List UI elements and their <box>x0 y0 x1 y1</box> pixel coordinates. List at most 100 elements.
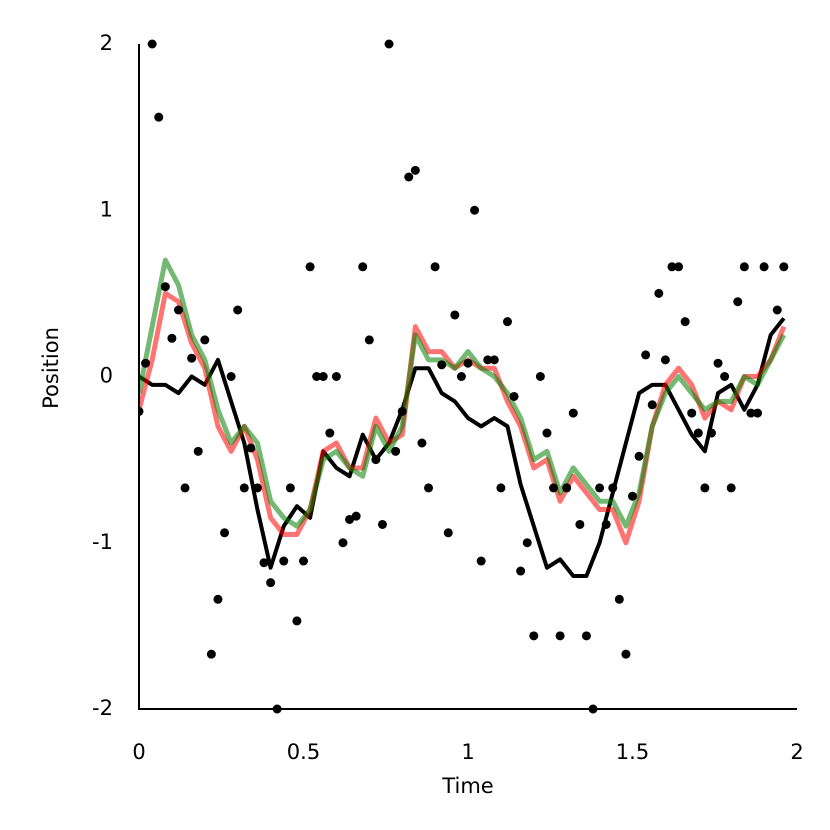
point <box>667 262 677 272</box>
point <box>641 350 651 360</box>
point <box>404 172 414 182</box>
point <box>779 262 789 272</box>
point <box>700 483 710 493</box>
x-axis-label: Time <box>441 774 493 798</box>
point <box>456 372 466 381</box>
point <box>371 455 381 465</box>
point <box>391 446 401 456</box>
point <box>759 262 769 272</box>
line <box>139 317 786 578</box>
point <box>173 305 183 315</box>
point <box>647 400 657 410</box>
point <box>351 511 361 521</box>
point <box>549 483 559 493</box>
point <box>529 631 539 641</box>
point <box>167 333 177 343</box>
point <box>483 355 493 365</box>
point <box>575 519 585 529</box>
point <box>674 262 684 272</box>
point <box>628 491 637 501</box>
point <box>706 428 716 438</box>
point <box>338 538 348 548</box>
y-tick-label: -1 <box>92 530 113 554</box>
point <box>292 616 302 626</box>
point <box>141 358 151 368</box>
point <box>397 406 407 416</box>
point <box>139 406 144 416</box>
point <box>450 310 460 320</box>
point <box>608 483 618 493</box>
x-tick-label: 0.5 <box>287 740 320 764</box>
y-tick-label: 2 <box>100 31 113 55</box>
point <box>318 372 328 381</box>
y-axis-label: Position <box>39 327 63 409</box>
y-tick-label: 0 <box>100 364 113 388</box>
point <box>733 297 743 307</box>
point <box>680 317 690 327</box>
point <box>496 483 506 493</box>
point <box>568 408 578 418</box>
point <box>713 358 723 368</box>
point <box>299 556 308 566</box>
point <box>470 205 480 215</box>
point <box>213 594 223 604</box>
point <box>358 262 368 272</box>
point <box>687 408 697 418</box>
point <box>601 519 611 529</box>
point <box>437 360 447 370</box>
point <box>193 446 203 456</box>
x-tick-label: 2 <box>790 740 803 764</box>
point <box>595 483 605 493</box>
point <box>239 483 249 493</box>
point <box>555 631 565 641</box>
point <box>614 594 624 604</box>
point <box>660 355 670 365</box>
point <box>516 566 526 576</box>
point <box>424 483 434 493</box>
point <box>522 538 532 548</box>
y-tick-label: 1 <box>100 197 113 221</box>
point <box>746 408 756 418</box>
point <box>502 317 512 327</box>
point <box>634 451 644 461</box>
point <box>220 528 230 538</box>
point <box>187 353 197 363</box>
point <box>753 408 763 418</box>
point <box>562 483 572 493</box>
y-tick-label: -2 <box>92 696 113 720</box>
point <box>200 335 210 345</box>
point <box>279 556 289 566</box>
point <box>476 556 486 566</box>
point <box>654 288 664 298</box>
point <box>266 578 276 588</box>
point <box>581 631 591 641</box>
point <box>206 649 216 659</box>
plot-area <box>139 39 789 714</box>
point <box>772 305 782 315</box>
point <box>443 528 453 538</box>
point <box>160 282 170 292</box>
point <box>509 391 519 401</box>
point <box>720 372 730 381</box>
point <box>233 305 243 315</box>
point <box>377 519 387 529</box>
x-tick-label: 0 <box>132 740 145 764</box>
point <box>384 39 394 49</box>
point <box>180 483 190 493</box>
point <box>285 483 295 493</box>
point <box>739 262 749 272</box>
point <box>542 428 552 438</box>
point <box>430 262 440 272</box>
point <box>417 438 427 448</box>
point <box>331 372 341 381</box>
point <box>621 649 631 659</box>
point <box>305 262 315 272</box>
line <box>139 257 787 529</box>
point <box>154 112 164 122</box>
point <box>693 428 703 438</box>
point <box>246 443 256 453</box>
point <box>312 372 322 381</box>
point <box>535 372 545 381</box>
point <box>252 483 262 493</box>
